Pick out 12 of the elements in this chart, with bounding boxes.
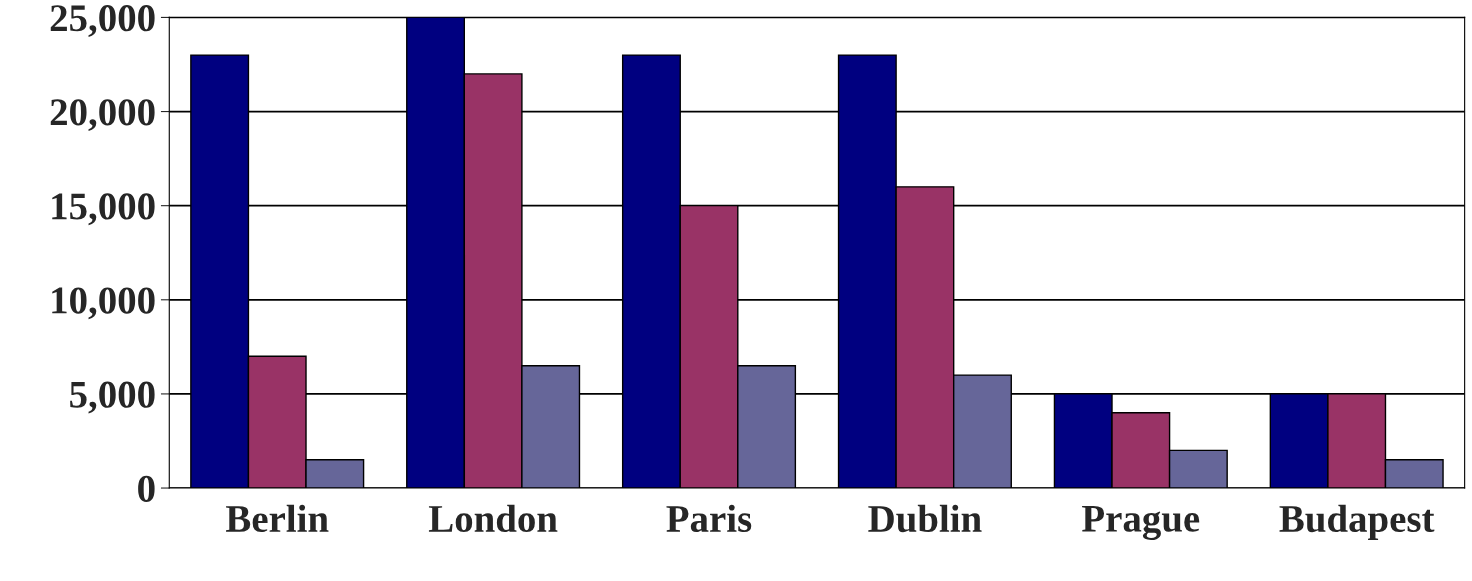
y-tick-label: 10,000 (52, 287, 155, 320)
x-tick-label: Paris (666, 504, 752, 533)
x-tick-label: Dublin (868, 504, 982, 533)
x-tick-label: Budapest (1279, 504, 1435, 540)
x-tick-label: Berlin (226, 504, 329, 533)
y-tick-label: 20,000 (50, 99, 155, 132)
x-tick-label: Prague (1082, 505, 1200, 540)
y-tick-label: 0 (138, 475, 155, 502)
x-tick-label: London (428, 504, 558, 533)
y-tick-label: 25,000 (50, 5, 155, 37)
y-tick-label: 15,000 (52, 193, 155, 226)
y-tick-label: 5,000 (70, 381, 155, 414)
